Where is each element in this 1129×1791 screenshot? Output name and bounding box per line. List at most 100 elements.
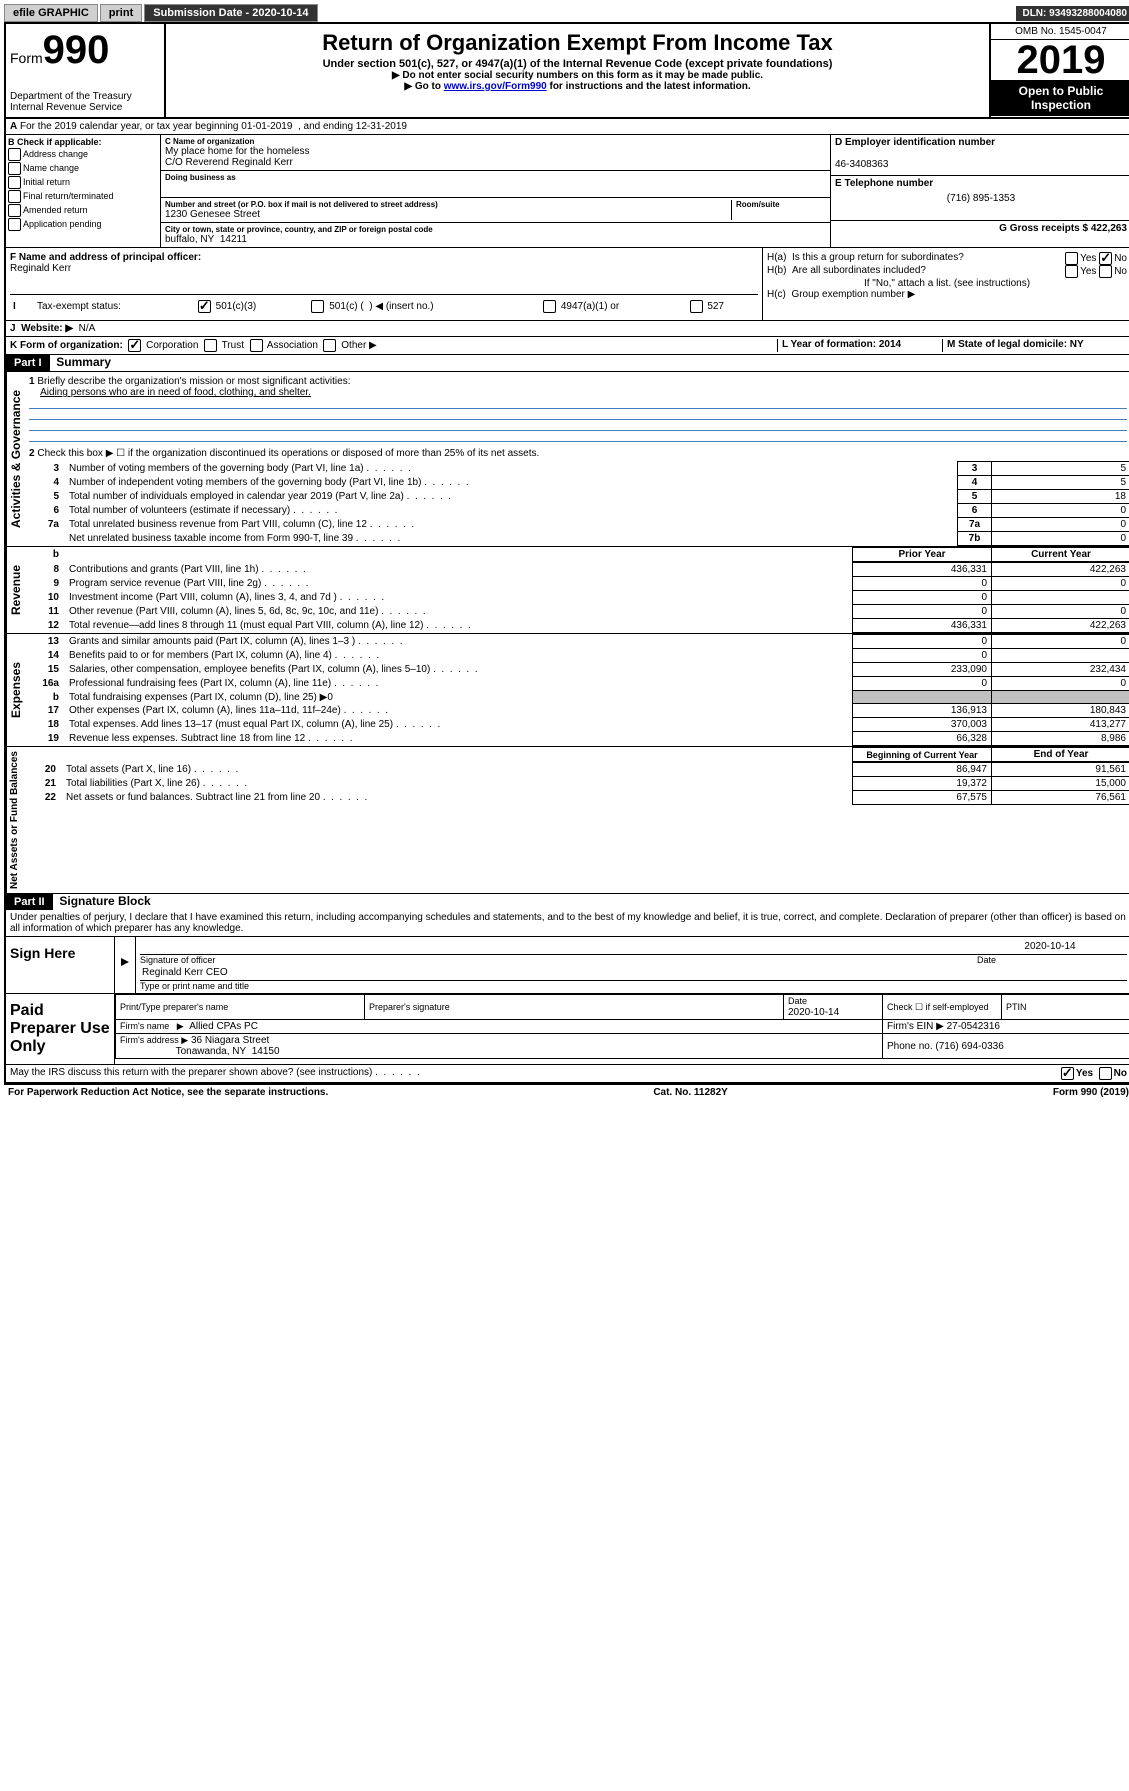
print-btn[interactable]: print xyxy=(100,4,142,22)
netassets-section: Net Assets or Fund Balances Beginning of… xyxy=(6,747,1129,894)
note-link: ▶ Go to www.irs.gov/Form990 for instruct… xyxy=(170,81,985,92)
c-name-label: C Name of organization xyxy=(165,137,826,146)
g-gross-receipts: G Gross receipts $ 422,263 xyxy=(999,223,1127,234)
form-ref: Form 990 (2019) xyxy=(1053,1087,1129,1098)
discuss-text: May the IRS discuss this return with the… xyxy=(10,1067,1061,1080)
q2-text: Check this box ▶ ☐ if the organization d… xyxy=(37,448,539,459)
phone: (716) 895-1353 xyxy=(835,193,1127,204)
form-subtitle: Under section 501(c), 527, or 4947(a)(1)… xyxy=(170,58,985,70)
chk-trust[interactable] xyxy=(204,339,217,352)
chk-amended[interactable]: Amended return xyxy=(8,204,158,217)
b-label: B Check if applicable: xyxy=(8,137,102,147)
paperwork-notice: For Paperwork Reduction Act Notice, see … xyxy=(8,1087,328,1098)
form-container: Form990 Department of the Treasury Inter… xyxy=(4,22,1129,1085)
part1-badge: Part I xyxy=(6,355,50,371)
top-bar: efile GRAPHIC print Submission Date - 20… xyxy=(4,4,1129,22)
form-number: Form990 xyxy=(10,28,160,73)
hb-note: If "No," attach a list. (see instruction… xyxy=(767,278,1127,289)
preparer-table: Print/Type preparer's name Preparer's si… xyxy=(115,994,1129,1059)
balance-header-table: Beginning of Current Year End of Year xyxy=(22,747,1129,762)
dept-treasury: Department of the Treasury xyxy=(10,91,160,102)
hb-no[interactable] xyxy=(1099,265,1112,278)
revenue-section: Revenue b Prior Year Current Year 8Contr… xyxy=(6,547,1129,634)
chk-initial[interactable]: Initial return xyxy=(8,176,158,189)
discuss-yes[interactable] xyxy=(1061,1067,1074,1080)
irs-link[interactable]: www.irs.gov/Form990 xyxy=(444,81,547,92)
chk-final[interactable]: Final return/terminated xyxy=(8,190,158,203)
l-year: L Year of formation: 2014 xyxy=(777,339,942,352)
perjury-text: Under penalties of perjury, I declare th… xyxy=(6,910,1129,937)
governance-section: Activities & Governance 1 Briefly descri… xyxy=(6,372,1129,547)
open-public: Open to Public Inspection xyxy=(991,80,1129,116)
chk-527[interactable] xyxy=(690,300,703,313)
expenses-label: Expenses xyxy=(6,634,25,746)
revenue-label: Revenue xyxy=(6,547,25,633)
note-ssn: ▶ Do not enter social security numbers o… xyxy=(170,70,985,81)
sig-date: 2020-10-14 xyxy=(973,939,1127,955)
f-label: F Name and address of principal officer: xyxy=(10,252,201,263)
submission-date: Submission Date - 2020-10-14 xyxy=(144,4,317,22)
sign-here-label: Sign Here xyxy=(6,937,115,993)
type-label: Type or print name and title xyxy=(140,981,1127,991)
part1-header-row: Part I Summary xyxy=(6,355,1129,372)
revenue-table: 8Contributions and grants (Part VIII, li… xyxy=(25,562,1129,633)
street-address: 1230 Genesee Street xyxy=(165,209,731,220)
governance-table: 3Number of voting members of the governi… xyxy=(25,461,1129,546)
governance-label: Activities & Governance xyxy=(6,372,25,546)
chk-assoc[interactable] xyxy=(250,339,263,352)
chk-other[interactable] xyxy=(323,339,336,352)
date-label: Date xyxy=(977,955,1127,965)
section-b: B Check if applicable: Address change Na… xyxy=(6,135,1129,248)
expenses-table: 13Grants and similar amounts paid (Part … xyxy=(25,634,1129,746)
ha-no[interactable] xyxy=(1099,252,1112,265)
dba-label: Doing business as xyxy=(165,173,826,182)
sign-here-row: Sign Here 2020-10-14 Signature of office… xyxy=(6,937,1129,994)
chk-address[interactable]: Address change xyxy=(8,148,158,161)
hc-label: H(c) Group exemption number ▶ xyxy=(767,289,1127,300)
chk-501c[interactable] xyxy=(311,300,324,313)
tax-year: 2019 xyxy=(991,40,1129,80)
cat-no: Cat. No. 11282Y xyxy=(653,1087,727,1098)
form-header: Form990 Department of the Treasury Inter… xyxy=(6,24,1129,119)
q1-text: Aiding persons who are in need of food, … xyxy=(40,387,311,398)
ein: 46-3408363 xyxy=(835,159,888,170)
hb-label: H(b) Are all subordinates included? xyxy=(767,265,926,278)
m-state: M State of legal domicile: NY xyxy=(942,339,1127,352)
chk-4947[interactable] xyxy=(543,300,556,313)
dln: DLN: 93493288004080 xyxy=(1016,6,1129,21)
netassets-table: 20Total assets (Part X, line 16)86,94791… xyxy=(22,762,1129,805)
e-phone-label: E Telephone number xyxy=(835,178,933,189)
care-of: C/O Reverend Reginald Kerr xyxy=(165,157,826,168)
discuss-no[interactable] xyxy=(1099,1067,1112,1080)
row-a: A For the 2019 calendar year, or tax yea… xyxy=(6,119,1129,135)
chk-name[interactable]: Name change xyxy=(8,162,158,175)
part2-title: Signature Block xyxy=(55,892,154,910)
room-label: Room/suite xyxy=(736,200,826,209)
efile-btn[interactable]: efile GRAPHIC xyxy=(4,4,98,22)
ha-label: H(a) Is this a group return for subordin… xyxy=(767,252,964,265)
part2-header-row: Part II Signature Block xyxy=(6,894,1129,910)
hb-yes[interactable] xyxy=(1065,265,1078,278)
chk-pending[interactable]: Application pending xyxy=(8,218,158,231)
part1-title: Summary xyxy=(52,353,115,371)
addr-label: Number and street (or P.O. box if mail i… xyxy=(165,200,731,209)
org-name: My place home for the homeless xyxy=(165,146,826,157)
chk-501c3[interactable] xyxy=(198,300,211,313)
paid-preparer-row: Paid Preparer Use Only Print/Type prepar… xyxy=(6,994,1129,1065)
form-title: Return of Organization Exempt From Incom… xyxy=(170,30,985,56)
city-label: City or town, state or province, country… xyxy=(165,225,826,234)
part2-badge: Part II xyxy=(6,894,53,910)
ha-yes[interactable] xyxy=(1065,252,1078,265)
q1-label: Briefly describe the organization's miss… xyxy=(37,376,350,387)
netassets-label: Net Assets or Fund Balances xyxy=(6,747,22,893)
row-j: J Website: ▶ N/A xyxy=(6,321,1129,337)
discuss-row: May the IRS discuss this return with the… xyxy=(6,1065,1129,1083)
chk-corp[interactable] xyxy=(128,339,141,352)
sig-officer-label: Signature of officer xyxy=(140,955,977,965)
city-state-zip: buffalo, NY 14211 xyxy=(165,234,826,245)
row-k: K Form of organization: Corporation Trus… xyxy=(6,337,1129,355)
section-f-h: F Name and address of principal officer:… xyxy=(6,248,1129,321)
d-ein-label: D Employer identification number xyxy=(835,137,995,148)
tax-exempt-label: Tax-exempt status: xyxy=(36,299,195,314)
arrow-icon xyxy=(121,958,129,966)
